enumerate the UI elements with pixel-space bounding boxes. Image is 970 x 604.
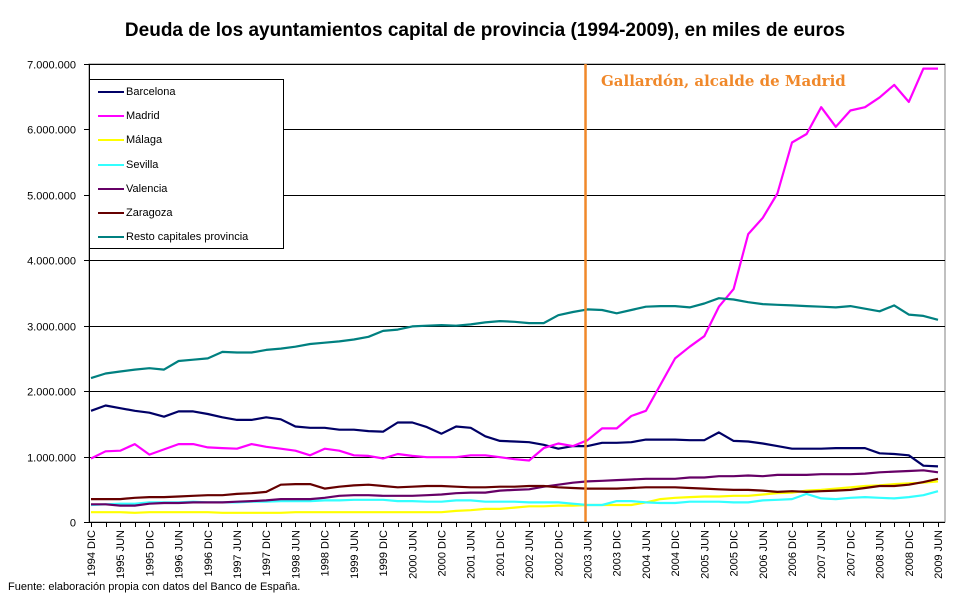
x-tick-label: 2001 JUN: [466, 530, 478, 579]
x-tick-label: 1995 DIC: [144, 530, 156, 577]
y-tick-label: 7.000.000: [27, 60, 76, 72]
x-tick-label: 2007 JUN: [816, 530, 828, 579]
legend-swatch: [98, 187, 124, 190]
source-note: Fuente: elaboración propia con datos del…: [8, 581, 301, 593]
legend-item-sevilla: Sevilla: [98, 157, 158, 173]
x-tick-label: 1999 DIC: [378, 530, 390, 577]
y-tick-label: 4.000.000: [27, 256, 76, 268]
x-tick-label: 1997 DIC: [261, 530, 273, 577]
legend-item-madrid: Madrid: [98, 108, 160, 124]
x-tick-label: 1998 DIC: [320, 530, 332, 577]
legend-swatch: [98, 139, 124, 142]
x-tick-label: 1996 DIC: [203, 530, 215, 577]
legend-item-malaga: Málaga: [98, 132, 162, 148]
x-tick-label: 2004 DIC: [670, 530, 682, 577]
y-tick-label: 5.000.000: [27, 191, 76, 203]
x-tick-label: 2008 JUN: [875, 530, 887, 579]
x-tick-label: 1999 JUN: [349, 530, 361, 579]
legend-item-valencia: Valencia: [98, 181, 167, 197]
x-tick-label: 2008 DIC: [904, 530, 916, 577]
x-tick-label: 2003 DIC: [612, 530, 624, 577]
x-tick-label: 2002 DIC: [553, 530, 565, 577]
x-tick-label: 2000 JUN: [407, 530, 419, 579]
legend-label: Málaga: [126, 134, 163, 147]
y-tick-label: 3.000.000: [27, 322, 76, 334]
gridlines: [88, 63, 946, 523]
x-tick-label: 2001 DIC: [495, 530, 507, 577]
legend-label: Sevilla: [126, 158, 159, 171]
series-line-barcelona: [90, 404, 939, 468]
legend-swatch: [98, 163, 124, 166]
y-tick-label: 0: [70, 518, 76, 530]
legend-label: Barcelona: [126, 86, 176, 98]
x-tick-label: 2006 JUN: [758, 530, 770, 579]
x-tick-label: 2007 DIC: [845, 530, 857, 577]
x-tick-label: 2006 DIC: [787, 530, 799, 577]
y-tick-label: 6.000.000: [27, 125, 76, 137]
x-axis: 1994 DIC 1995 JUN 1995 DIC 1996 JUN 1996 DIC…: [86, 522, 945, 579]
legend-item-barcelona: Barcelona: [98, 84, 176, 100]
legend-swatch: [98, 236, 124, 239]
x-tick-label: 1998 JUN: [290, 530, 302, 579]
legend-swatch: [98, 115, 124, 118]
legend-label: Resto capitales provincia: [126, 231, 249, 244]
legend-swatch: [98, 91, 124, 93]
chart-title: Deuda de los ayuntamientos capital de pr…: [124, 20, 846, 41]
series-line-zaragoza: [91, 477, 939, 501]
x-tick-label: 1994 DIC: [86, 530, 98, 577]
series-line-madrid: [90, 67, 938, 462]
annotation-label: Gallardón, alcalde de Madrid: [601, 72, 846, 90]
legend-label: Valencia: [126, 182, 168, 195]
x-tick-label: 1996 JUN: [174, 530, 186, 579]
x-tick-label: 2000 DIC: [436, 530, 448, 577]
x-tick-label: 2004 JUN: [641, 530, 653, 579]
x-tick-label: 2005 JUN: [699, 530, 711, 579]
legend-item-resto-capitales-provincia: Resto capitales provincia: [98, 229, 248, 245]
legend-label: Madrid: [126, 110, 160, 123]
x-tick-label: 2009 JUN: [933, 530, 945, 579]
x-tick-label: 1995 JUN: [115, 530, 127, 579]
x-tick-label: 2003 JUN: [583, 530, 595, 579]
legend-swatch: [98, 212, 124, 214]
x-tick-label: 2002 JUN: [524, 530, 536, 579]
series-line-resto-capitales-provincia: [90, 297, 939, 380]
legend: Barcelona Madrid Málaga Sevilla Valencia Zara…: [89, 79, 284, 249]
x-tick-label: 2005 DIC: [729, 530, 741, 577]
y-tick-label: 2.000.000: [27, 387, 76, 399]
y-axis: 0 1.000.000 2.000.000 3.000.000 4.000.000 5.0…: [27, 60, 90, 530]
y-tick-label: 1.000.000: [27, 453, 76, 465]
legend-label: Zaragoza: [126, 207, 173, 219]
x-tick-label: 1997 JUN: [232, 530, 244, 579]
series-line-valencia: [91, 469, 939, 507]
series-lines: [90, 67, 939, 514]
legend-item-zaragoza: Zaragoza: [98, 205, 172, 221]
